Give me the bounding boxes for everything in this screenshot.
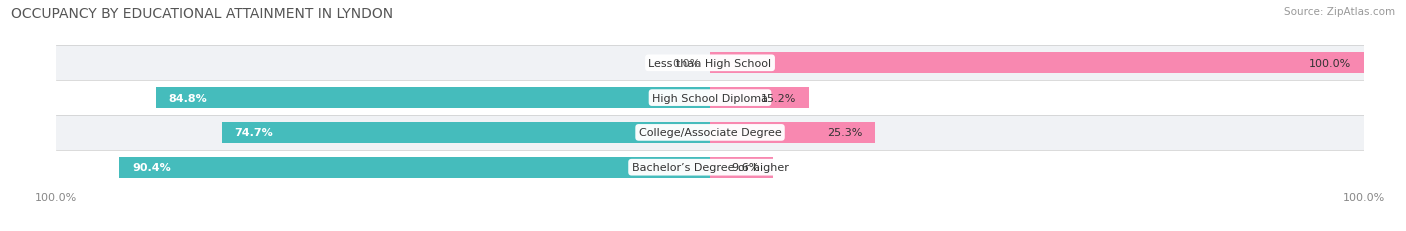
Text: 9.6%: 9.6% (731, 162, 759, 173)
Text: 90.4%: 90.4% (132, 162, 172, 173)
Bar (56, 46, 1364, 81)
Text: 25.3%: 25.3% (827, 128, 862, 138)
Text: Less than High School: Less than High School (648, 58, 772, 69)
Text: 0.0%: 0.0% (672, 58, 700, 69)
Bar (710, 157, 773, 178)
Bar (120, 157, 710, 178)
Bar (710, 88, 810, 109)
Text: OCCUPANCY BY EDUCATIONAL ATTAINMENT IN LYNDON: OCCUPANCY BY EDUCATIONAL ATTAINMENT IN L… (11, 7, 394, 21)
Bar (710, 53, 1364, 74)
Bar (56, 116, 1364, 150)
Text: Source: ZipAtlas.com: Source: ZipAtlas.com (1284, 7, 1395, 17)
Text: College/Associate Degree: College/Associate Degree (638, 128, 782, 138)
Bar (222, 122, 710, 143)
Bar (710, 122, 876, 143)
Bar (156, 88, 710, 109)
Text: High School Diploma: High School Diploma (652, 93, 768, 103)
Bar (56, 150, 1364, 185)
Bar (56, 81, 1364, 116)
Text: 15.2%: 15.2% (761, 93, 796, 103)
Text: 100.0%: 100.0% (1309, 58, 1351, 69)
Text: Bachelor’s Degree or higher: Bachelor’s Degree or higher (631, 162, 789, 173)
Text: 74.7%: 74.7% (235, 128, 274, 138)
Text: 84.8%: 84.8% (169, 93, 208, 103)
